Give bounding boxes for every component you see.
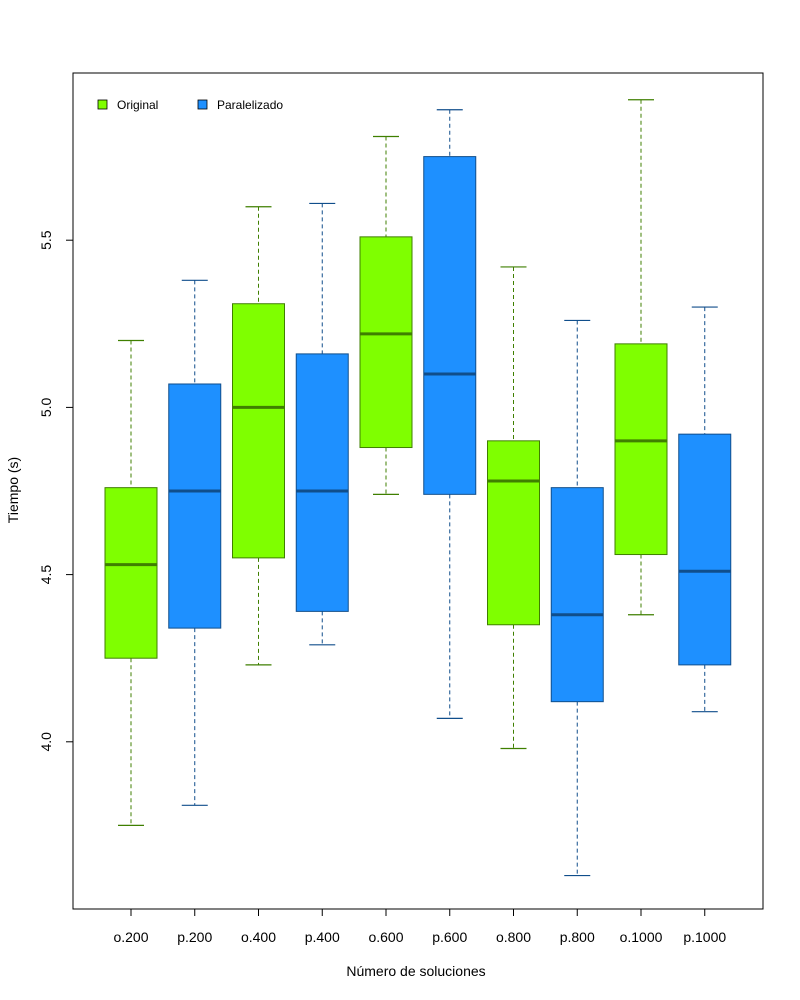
legend-entry-paralelizado: Paralelizado [197, 98, 283, 112]
legend: Original Paralelizado [97, 98, 283, 112]
y-tick-label: 4.5 [38, 565, 54, 585]
legend-entry-original: Original [97, 98, 158, 112]
x-tick-label: o.800 [496, 929, 531, 945]
box-body [295, 353, 349, 612]
x-tick-label: o.600 [368, 929, 403, 945]
box-o.200 [104, 339, 158, 827]
y-tick-label: 5.5 [38, 230, 54, 250]
legend-label: Original [117, 98, 158, 112]
box-o.800 [487, 266, 540, 750]
x-axis-label: Número de soluciones [346, 963, 485, 979]
box-o.400 [232, 206, 285, 666]
x-tick-label: o.200 [113, 929, 148, 945]
x-tick-label: p.800 [560, 929, 595, 945]
boxes-group [104, 99, 732, 877]
legend-label: Paralelizado [217, 98, 283, 112]
x-tick-label: p.600 [432, 929, 467, 945]
y-axis-label: Tiempo (s) [5, 457, 21, 523]
legend-swatch [97, 99, 108, 110]
box-o.1000 [614, 99, 668, 616]
box-p.400 [295, 202, 349, 646]
box-o.600 [359, 135, 413, 495]
box-p.800 [550, 319, 604, 877]
box-p.200 [168, 279, 222, 806]
box-body [232, 303, 285, 559]
x-tick-label: p.200 [177, 929, 212, 945]
box-p.1000 [678, 306, 732, 713]
box-p.600 [423, 109, 477, 719]
y-tick-label: 4.0 [38, 732, 54, 752]
x-tick-label: o.400 [241, 929, 276, 945]
box-body [550, 487, 604, 703]
x-tick-label: o.1000 [620, 929, 663, 945]
box-body [487, 440, 540, 626]
box-body [104, 487, 158, 659]
box-body [678, 433, 732, 666]
x-tick-label: p.400 [305, 929, 340, 945]
box-body [359, 236, 413, 449]
y-tick-label: 5.0 [38, 397, 54, 417]
box-body [423, 156, 477, 495]
box-body [168, 383, 222, 629]
box-body [614, 343, 668, 556]
x-axis: o.200 p.200 o.400 p.400 o.600 p.600 o.800 p.800… [113, 908, 726, 945]
legend-swatch [197, 99, 208, 110]
y-axis: 4.0 4.5 5.0 5.5 [38, 230, 74, 752]
x-tick-label: p.1000 [683, 929, 726, 945]
